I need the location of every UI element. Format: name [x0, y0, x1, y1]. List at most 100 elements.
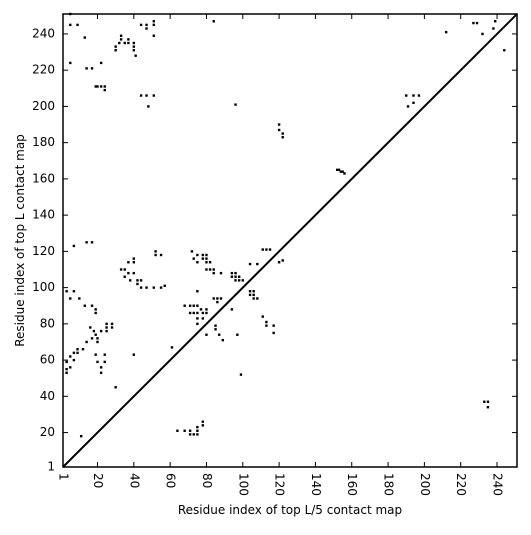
contact-point-top-l: [248, 290, 252, 293]
contact-point-top-l: [216, 300, 219, 304]
contact-point-top-l: [94, 333, 97, 336]
contact-point-top-l: [208, 261, 212, 264]
diagonal-line: [62, 13, 518, 468]
contact-point-top-l: [190, 250, 194, 253]
x-tick-label: 220: [454, 473, 468, 496]
contact-point-top-l: [188, 311, 192, 315]
contact-point-top-l: [72, 358, 76, 362]
contact-point-top-l: [261, 248, 264, 251]
contact-point-top-l: [99, 371, 103, 374]
contact-point-top-l5: [444, 30, 448, 34]
contact-point-top-l: [192, 433, 195, 436]
contact-point-top-l5: [412, 94, 415, 97]
contact-point-top-l: [85, 340, 88, 344]
contact-point-top-l: [236, 333, 239, 336]
contact-point-top-l: [196, 261, 199, 264]
y-tick-label: 160: [32, 171, 55, 185]
contact-point-top-l: [239, 373, 243, 376]
contact-point-top-l: [105, 329, 108, 333]
contact-point-top-l: [176, 429, 179, 432]
contact-point-top-l: [69, 297, 72, 300]
contact-point-top-l: [65, 290, 68, 293]
contact-point-top-l5: [212, 20, 215, 23]
contact-point-top-l: [201, 253, 205, 257]
contact-point-top-l: [119, 268, 123, 271]
contact-point-top-l: [265, 248, 268, 251]
y-tick-label: 100: [32, 280, 55, 294]
contact-point-top-l5: [94, 85, 97, 88]
contact-point-top-l5: [99, 61, 103, 65]
contact-point-top-l: [163, 284, 166, 287]
contact-point-top-l5: [114, 49, 117, 52]
contact-point-top-l: [154, 250, 157, 253]
contact-point-top-l: [205, 261, 208, 264]
contact-point-top-l: [123, 275, 126, 278]
contact-point-top-l: [219, 297, 223, 300]
y-tick-label: 20: [40, 425, 55, 439]
contact-point-top-l5: [234, 103, 237, 106]
y-tick-label: 60: [40, 353, 55, 367]
contact-point-top-l: [76, 348, 79, 351]
contact-point-top-l: [196, 253, 199, 257]
contact-point-top-l5: [494, 20, 497, 23]
contact-point-top-l: [72, 351, 76, 355]
x-tick-label: 200: [418, 473, 432, 496]
contact-marks-layer: [65, 12, 506, 438]
contact-point-top-l: [76, 351, 79, 355]
x-tick-label: 240: [491, 473, 505, 496]
y-tick-label: 180: [32, 135, 55, 149]
contact-point-top-l5: [412, 101, 415, 104]
x-tick-label: 1: [57, 473, 71, 481]
contact-point-top-l: [230, 271, 234, 275]
contact-point-top-l5: [406, 105, 410, 108]
y-tick-label: 1: [47, 460, 55, 474]
contact-point-top-l: [201, 257, 205, 260]
contact-point-top-l: [65, 360, 68, 364]
contact-point-top-l: [94, 353, 97, 356]
contact-point-top-l: [145, 286, 148, 289]
contact-point-top-l5: [119, 34, 123, 37]
contact-point-top-l: [83, 304, 86, 307]
x-tick-label: 100: [236, 473, 250, 496]
contact-point-top-l: [196, 425, 199, 429]
contact-point-top-l: [114, 386, 117, 389]
x-axis-ticks: 1 20 40 60 80 100 120 140 160 180 200 220 240: [57, 14, 505, 496]
contact-point-top-l5: [90, 67, 94, 70]
contact-point-top-l: [196, 304, 199, 307]
contact-point-top-l: [252, 293, 255, 297]
contact-point-top-l5: [145, 94, 148, 97]
contact-point-top-l: [281, 259, 284, 262]
contact-point-top-l: [234, 275, 237, 278]
contact-point-top-l: [132, 353, 136, 356]
contact-point-top-l5: [139, 94, 143, 97]
contact-point-top-l5: [69, 61, 72, 65]
contact-point-top-l: [78, 297, 81, 300]
contact-point-top-l5: [481, 32, 484, 36]
contact-point-top-l: [230, 275, 234, 278]
contact-point-top-l5: [103, 88, 106, 92]
y-axis-label: Residue index of top L contact map: [13, 134, 27, 347]
contact-point-top-l: [123, 268, 126, 271]
contact-point-top-l: [132, 261, 136, 264]
contact-point-top-l: [256, 297, 259, 300]
contact-point-top-l: [483, 400, 486, 403]
contact-point-top-l5: [118, 41, 121, 45]
contact-point-top-l: [103, 360, 106, 364]
contact-point-top-l: [105, 326, 108, 329]
contact-point-top-l: [65, 371, 68, 374]
contact-point-top-l5: [132, 45, 136, 48]
contact-point-top-l5: [85, 241, 88, 244]
contact-point-top-l: [219, 271, 223, 275]
contact-point-top-l: [196, 429, 199, 432]
contact-point-top-l5: [103, 85, 106, 88]
contact-point-top-l: [205, 268, 208, 271]
x-tick-label: 120: [273, 473, 287, 496]
contact-point-top-l5: [96, 85, 99, 88]
contact-point-top-l: [96, 337, 99, 340]
contact-point-top-l5: [503, 49, 506, 52]
contact-point-top-l5: [90, 241, 94, 244]
contact-point-top-l: [486, 400, 490, 403]
contact-point-top-l5: [152, 23, 155, 27]
contact-point-top-l: [103, 353, 106, 356]
contact-point-top-l: [94, 308, 97, 311]
